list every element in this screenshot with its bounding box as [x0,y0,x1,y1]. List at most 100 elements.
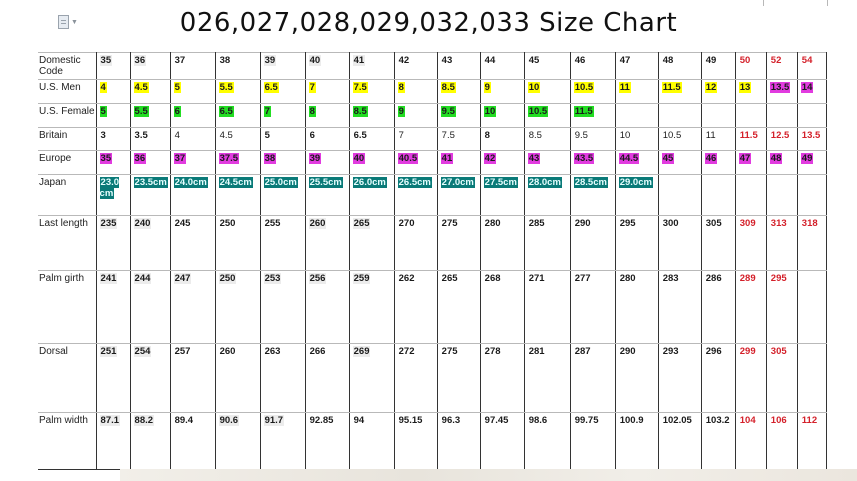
cell-value: 23.0 cm [99,177,120,199]
cell-value: 262 [398,273,415,284]
table-cell: 260 [304,215,350,271]
table-cell: 318 [796,215,828,271]
cell-value: 247 [173,273,192,284]
cell-value: 87.1 [99,415,121,426]
cell-value: 40 [308,55,322,66]
background-photo-strip [120,469,857,481]
table-cell: 7 [393,127,438,151]
cell-value: 265 [352,218,371,229]
table-cell: 44.5 [614,150,659,175]
cell-value: 9.5 [574,130,588,141]
chevron-down-icon: ▼ [71,18,78,26]
row-label: Japan [38,174,97,216]
cell-value: 38 [219,55,231,66]
table-cell: 5.5 [214,79,261,104]
table-cell: 278 [479,343,525,413]
cell-value: 6.5 [218,106,234,117]
table-cell: 259 [348,270,395,344]
page-icon [58,15,69,29]
table-cell: 103.2 [700,412,736,470]
table-cell: 283 [657,270,702,344]
table-cell: 89.4 [169,412,216,470]
cell-value: 263 [264,346,281,357]
cell-value [705,106,707,117]
table-cell: 9 [393,103,438,128]
cell-value: 265 [441,273,458,284]
table-cell [796,174,828,216]
cell-value: 309 [739,218,756,229]
table-cell: 6.5 [259,79,306,104]
cell-value: 29.0cm [618,177,653,188]
table-cell: 275 [436,215,481,271]
cell-value: 103.2 [705,415,730,426]
cell-value: 43 [527,153,541,164]
table-row-palm-width: Palm width 87.1 88.2 89.4 90.6 91.7 92.85 94 95.… [38,412,828,470]
cell-value: 4 [99,82,107,93]
table-cell: 241 [95,270,131,344]
table-cell: 5 [95,103,131,128]
table-cell: 42 [479,150,525,175]
cell-value: 255 [264,218,281,229]
table-cell: 35 [95,150,131,175]
cell-value: 25.5cm [308,177,343,188]
cell-value: 8 [308,106,316,117]
table-cell: 305 [765,343,798,413]
cell-value: 12.5 [770,130,790,141]
table-cell: 235 [95,215,131,271]
table-cell: 10.5 [657,127,702,151]
cell-value: 5 [264,130,270,141]
cell-value: 293 [662,346,679,357]
table-cell: 275 [436,343,481,413]
cell-value: 98.6 [528,415,548,426]
cell-value: 99.75 [574,415,599,426]
table-cell: 8.5 [348,103,395,128]
cell-value: 48 [769,153,783,164]
cell-value: 35 [99,153,113,164]
cell-value: 4 [174,130,180,141]
cell-value: 269 [352,346,371,357]
table-cell [796,343,828,413]
table-cell [796,270,828,344]
document-icon[interactable]: ▼ [58,14,78,30]
cell-value: 4.5 [133,82,149,93]
table-cell: 7.5 [436,127,481,151]
table-cell: 295 [614,215,659,271]
table-cell: 9.5 [436,103,481,128]
table-cell: 37.5 [214,150,261,175]
table-cell: 50 [734,52,767,80]
row-label: Palm width [38,412,97,470]
table-cell: 99.75 [569,412,616,470]
table-cell: 4.5 [129,79,171,104]
cell-value: 7 [398,130,404,141]
cell-value: 96.3 [441,415,461,426]
cell-value: 277 [574,273,591,284]
table-cell: 100.9 [614,412,659,470]
page-corner-mark [827,0,828,6]
table-cell: 44 [479,52,525,80]
table-cell: 13 [734,79,767,104]
cell-value: 112 [801,415,818,426]
cell-value: 50 [739,55,751,66]
table-cell: 257 [169,343,216,413]
cell-value: 6 [173,106,181,117]
table-cell: 26.0cm [348,174,395,216]
table-cell: 244 [129,270,171,344]
cell-value: 89.4 [174,415,194,426]
cell-value: 289 [739,273,756,284]
page-corner-mark [763,0,764,6]
cell-value: 259 [352,273,371,284]
cell-value: 92.85 [309,415,334,426]
cell-value: 27.5cm [483,177,518,188]
table-cell: 97.45 [479,412,525,470]
cell-value [770,106,772,117]
cell-value: 48 [662,55,674,66]
table-row-dorsal: Dorsal 251 254 257 260 263 266 269 272 275 278 281 2… [38,343,828,413]
cell-value: 250 [219,218,236,229]
cell-value: 271 [528,273,545,284]
cell-value: 11 [705,130,716,141]
table-cell: 35 [95,52,131,80]
cell-value: 4.5 [219,130,233,141]
cell-value [801,106,803,117]
table-cell: 285 [523,215,571,271]
table-cell: 250 [214,215,261,271]
